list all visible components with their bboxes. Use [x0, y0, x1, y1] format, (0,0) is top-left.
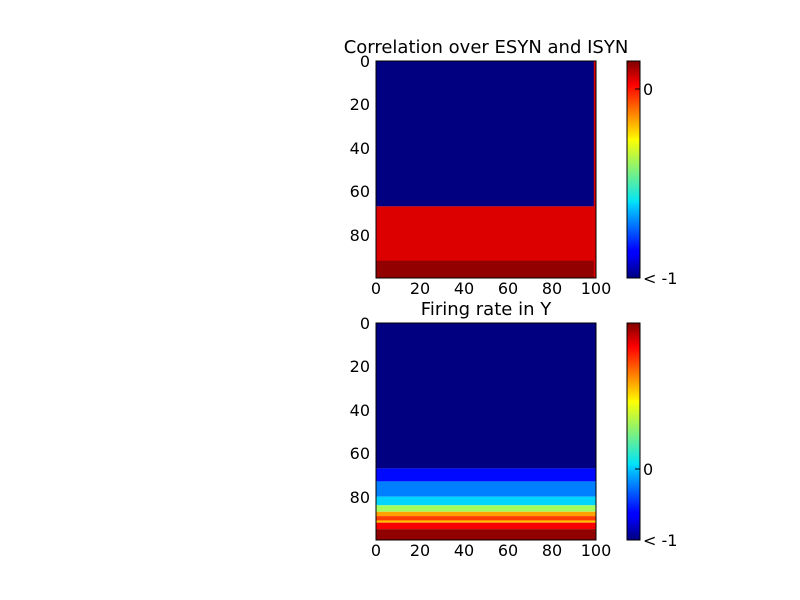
heatmap-cell [376, 529, 596, 540]
x-tick-label: 100 [581, 279, 612, 298]
x-tick-label: 80 [542, 279, 562, 298]
y-tick-label: 20 [350, 95, 370, 114]
x-tick-label: 20 [410, 541, 430, 560]
y-tick-label: 0 [360, 52, 370, 71]
heatmap-cells [376, 323, 596, 540]
x-tick-label: 40 [454, 279, 474, 298]
colorbar-tick-label: 0 [643, 460, 653, 479]
heatmap-cell [376, 520, 596, 523]
x-tick-label: 100 [581, 541, 612, 560]
chart-title: Firing rate in Y [421, 299, 552, 320]
colorbar-gradient [626, 60, 641, 279]
x-axis: 0 20 40 60 80 100 [371, 279, 611, 298]
x-tick-label: 20 [410, 279, 430, 298]
colorbar-tick-label: 0 [643, 80, 653, 99]
y-tick-label: 20 [350, 357, 370, 376]
plot-frame [375, 322, 597, 541]
x-tick-label: 80 [542, 541, 562, 560]
y-axis: 0 20 40 60 80 [350, 314, 370, 507]
heatmap-cell [376, 522, 596, 530]
heatmap-cell [376, 323, 596, 469]
y-tick-label: 40 [350, 401, 370, 420]
x-tick-label: 60 [498, 541, 518, 560]
y-tick-label: 0 [360, 314, 370, 333]
colorbar: 0 < -1 [626, 60, 677, 288]
y-tick-label: 40 [350, 139, 370, 158]
heatmap-panel-1: Correlation over ESYN and ISYN 0 20 40 6… [344, 37, 678, 298]
heatmap-cell [376, 505, 596, 512]
heatmap-cell [593, 61, 596, 278]
colorbar: 0 < -1 [626, 322, 677, 550]
heatmap-cell [376, 511, 596, 517]
x-axis: 0 20 40 60 80 100 [371, 541, 611, 560]
plot-frame [375, 60, 597, 279]
y-tick-label: 80 [350, 488, 370, 507]
y-tick-label: 60 [350, 444, 370, 463]
colorbar-tick-label: < -1 [643, 269, 677, 288]
x-tick-label: 40 [454, 541, 474, 560]
heatmap-cell [376, 496, 596, 506]
heatmap-cell [376, 516, 596, 521]
x-tick-label: 0 [371, 279, 381, 298]
heatmap-cells [376, 61, 596, 278]
x-tick-label: 0 [371, 541, 381, 560]
colorbar-gradient [626, 322, 641, 541]
heatmap-cell [376, 61, 596, 207]
heatmap-cell [376, 260, 596, 278]
y-tick-label: 60 [350, 182, 370, 201]
colorbar-tick-label: < -1 [643, 531, 677, 550]
x-tick-label: 60 [498, 279, 518, 298]
y-axis: 0 20 40 60 80 [350, 52, 370, 245]
y-tick-label: 80 [350, 226, 370, 245]
heatmap-panel-2: Firing rate in Y 0 20 40 60 80 0 20 40 6… [350, 299, 678, 560]
chart-title: Correlation over ESYN and ISYN [344, 37, 629, 58]
heatmap-cell [376, 481, 596, 497]
heatmap-cell [376, 468, 596, 482]
